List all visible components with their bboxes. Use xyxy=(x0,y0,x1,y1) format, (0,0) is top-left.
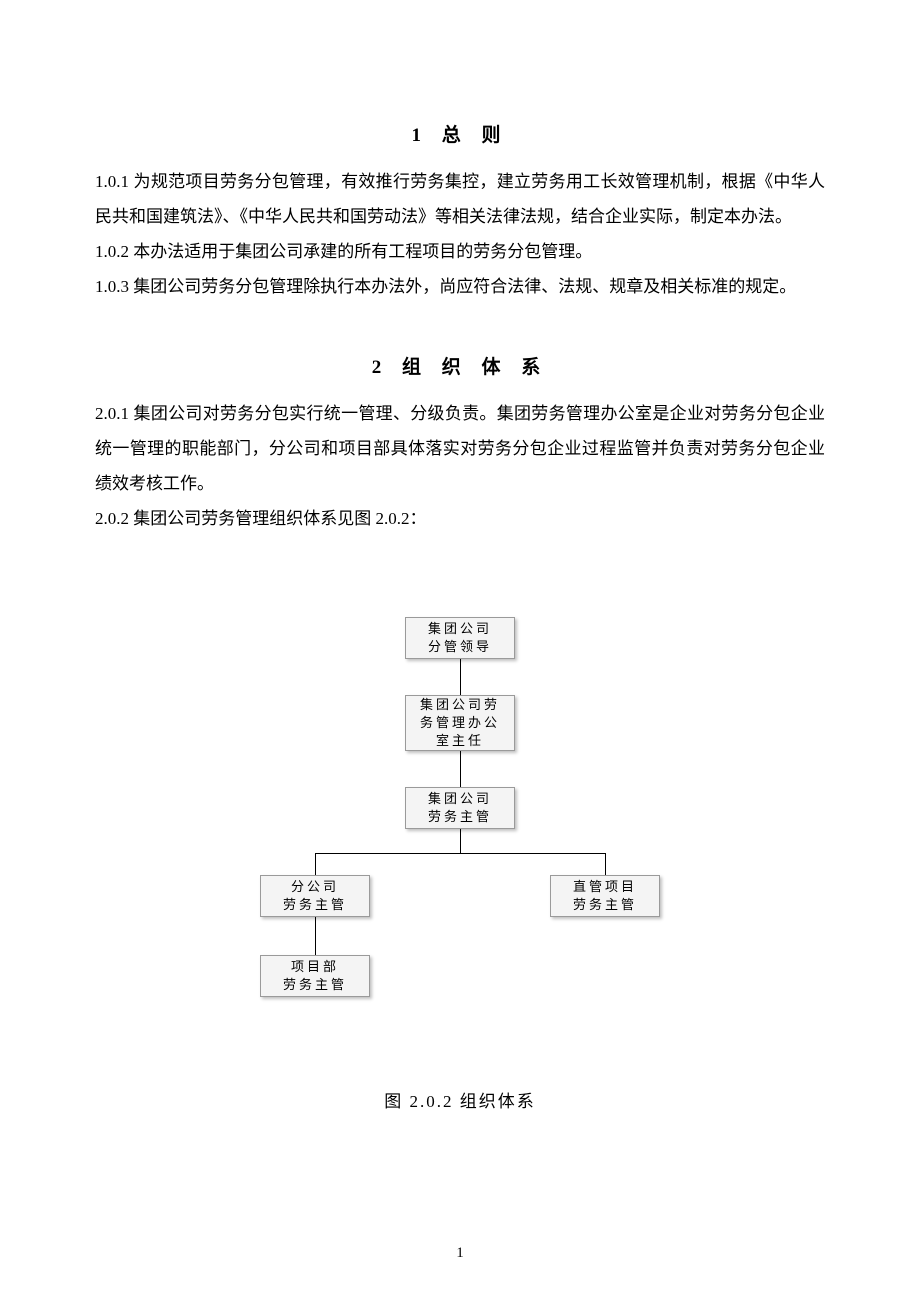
flowchart-node-label: 分管领导 xyxy=(428,638,492,656)
flowchart-node-label: 直管项目 xyxy=(573,878,637,896)
flowchart-node-label: 劳务主管 xyxy=(283,896,347,914)
flowchart-node-label: 集团公司 xyxy=(428,790,492,808)
flowchart-edge xyxy=(460,829,461,853)
para-2-0-1: 2.0.1 集团公司对劳务分包实行统一管理、分级负责。集团劳务管理办公室是企业对… xyxy=(95,397,825,502)
flowchart-node-label: 集团公司劳 xyxy=(420,696,500,714)
flowchart-node-label: 务管理办公 xyxy=(420,714,500,732)
para-2-0-2: 2.0.2 集团公司劳务管理组织体系见图 2.0.2： xyxy=(95,502,825,537)
section-spacer xyxy=(95,304,825,352)
page-number: 1 xyxy=(0,1245,920,1262)
flowchart-node-label: 劳务主管 xyxy=(283,976,347,994)
flowchart-node-label: 劳务主管 xyxy=(428,808,492,826)
section-1-heading: 1 总 则 xyxy=(95,120,825,147)
org-flowchart: 集团公司分管领导集团公司劳务管理办公室主任集团公司劳务主管分公司劳务主管直管项目… xyxy=(220,617,700,1017)
flowchart-node-n1: 集团公司分管领导 xyxy=(405,617,515,659)
flowchart-node-label: 室主任 xyxy=(436,732,484,750)
flowchart-container: 集团公司分管领导集团公司劳务管理办公室主任集团公司劳务主管分公司劳务主管直管项目… xyxy=(95,617,825,1017)
flowchart-edge xyxy=(315,917,316,955)
flowchart-node-label: 劳务主管 xyxy=(573,896,637,914)
figure-caption: 图 2.0.2 组织体系 xyxy=(95,1087,825,1112)
flowchart-node-label: 项目部 xyxy=(291,958,339,976)
flowchart-edge xyxy=(315,853,605,854)
flowchart-node-n2: 集团公司劳务管理办公室主任 xyxy=(405,695,515,751)
para-1-0-2: 1.0.2 本办法适用于集团公司承建的所有工程项目的劳务分包管理。 xyxy=(95,235,825,270)
document-page: 1 总 则 1.0.1 为规范项目劳务分包管理，有效推行劳务集控，建立劳务用工长… xyxy=(0,0,920,1302)
flowchart-edge xyxy=(460,659,461,695)
flowchart-node-n5: 直管项目劳务主管 xyxy=(550,875,660,917)
flowchart-node-n4: 分公司劳务主管 xyxy=(260,875,370,917)
flowchart-node-label: 集团公司 xyxy=(428,620,492,638)
flowchart-node-label: 分公司 xyxy=(291,878,339,896)
para-1-0-3: 1.0.3 集团公司劳务分包管理除执行本办法外，尚应符合法律、法规、规章及相关标… xyxy=(95,270,825,305)
flowchart-node-n6: 项目部劳务主管 xyxy=(260,955,370,997)
flowchart-edge xyxy=(315,853,316,875)
para-1-0-1: 1.0.1 为规范项目劳务分包管理，有效推行劳务集控，建立劳务用工长效管理机制，… xyxy=(95,165,825,235)
flowchart-edge xyxy=(460,751,461,787)
section-2-heading: 2 组 织 体 系 xyxy=(95,352,825,379)
flowchart-node-n3: 集团公司劳务主管 xyxy=(405,787,515,829)
flowchart-edge xyxy=(605,853,606,875)
